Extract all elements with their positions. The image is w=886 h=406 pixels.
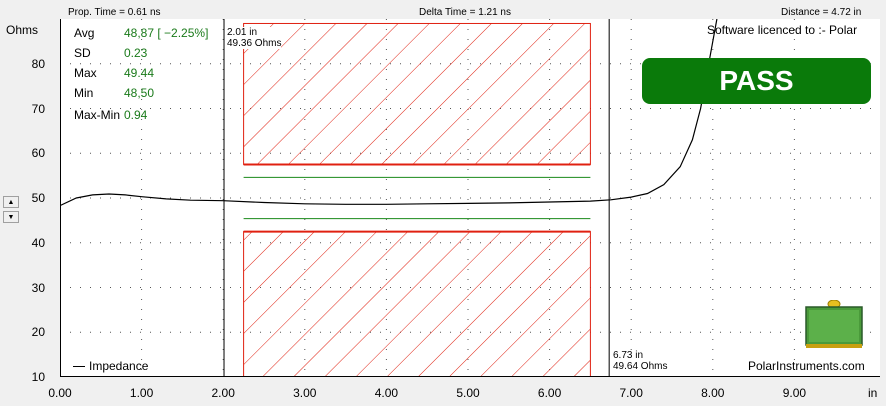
- y-tick-70: 70: [31, 101, 45, 116]
- scroll-up-button[interactable]: ▲: [3, 196, 19, 208]
- stat-value-max: 49.44: [124, 66, 155, 80]
- stat-label-sd: SD: [74, 46, 91, 60]
- x-tick-0.00: 0.00: [48, 386, 72, 400]
- cursor-2-impedance: 49.64 Ohms: [613, 361, 668, 372]
- legend-label: Impedance: [89, 359, 149, 373]
- impedance-chart: [59, 18, 880, 378]
- x-tick-3.00: 3.00: [293, 386, 317, 400]
- distance-label: Distance = 4.72 in: [781, 7, 862, 18]
- legend: Impedance: [73, 359, 148, 373]
- x-tick-5.00: 5.00: [456, 386, 480, 400]
- upper-limit-zone: [243, 22, 591, 165]
- series-line-impedance: [59, 18, 718, 207]
- licence-text: Software licenced to :- Polar: [707, 23, 858, 37]
- y-tick-20: 20: [31, 325, 45, 340]
- x-axis-label: in: [868, 386, 878, 400]
- cursor-1-position: 2.01 in: [227, 27, 258, 38]
- stat-label-max: Max: [74, 66, 97, 80]
- stat-value-min: 48,50: [124, 86, 155, 100]
- stat-value-maxmin: 0.94: [124, 108, 148, 122]
- y-tick-80: 80: [31, 56, 45, 71]
- stat-label-avg: Avg: [74, 26, 95, 40]
- x-tick-4.00: 4.00: [374, 386, 399, 400]
- brand-text: PolarInstruments.com: [748, 359, 865, 373]
- prop-time-label: Prop. Time = 0.61 ns: [68, 7, 161, 18]
- x-tick-9.00: 9.00: [782, 386, 807, 400]
- polar-logo-icon: [805, 300, 863, 348]
- stat-value-avg: 48,87 [ −2.25%]: [124, 26, 209, 40]
- x-tick-6.00: 6.00: [537, 386, 562, 400]
- x-tick-7.00: 7.00: [619, 386, 643, 400]
- y-tick-40: 40: [31, 235, 45, 250]
- cursor-2-position: 6.73 in: [613, 350, 644, 361]
- delta-time-label: Delta Time = 1.21 ns: [419, 7, 511, 18]
- y-tick-10: 10: [31, 370, 45, 384]
- cursor-1-readout: 2.01 in 49.36 Ohms: [227, 27, 282, 49]
- cursor-1-impedance: 49.36 Ohms: [227, 38, 282, 49]
- x-tick-1.00: 1.00: [129, 386, 154, 400]
- x-tick-2.00: 2.00: [211, 386, 235, 400]
- lower-limit-zone: [243, 231, 591, 378]
- y-tick-50: 50: [31, 191, 45, 205]
- y-tick-30: 30: [31, 280, 45, 295]
- y-axis-label: Ohms: [6, 23, 39, 37]
- x-tick-8.00: 8.00: [701, 386, 725, 400]
- stat-value-sd: 0.23: [124, 46, 148, 60]
- scroll-down-button[interactable]: ▼: [3, 211, 19, 223]
- stat-label-min: Min: [74, 86, 94, 100]
- legend-line-swatch: [73, 366, 85, 368]
- stat-label-maxmin: Max-Min: [74, 108, 121, 122]
- cursor-2-readout: 6.73 in 49.64 Ohms: [613, 350, 668, 372]
- pass-badge: PASS: [642, 58, 871, 104]
- y-tick-60: 60: [31, 146, 45, 161]
